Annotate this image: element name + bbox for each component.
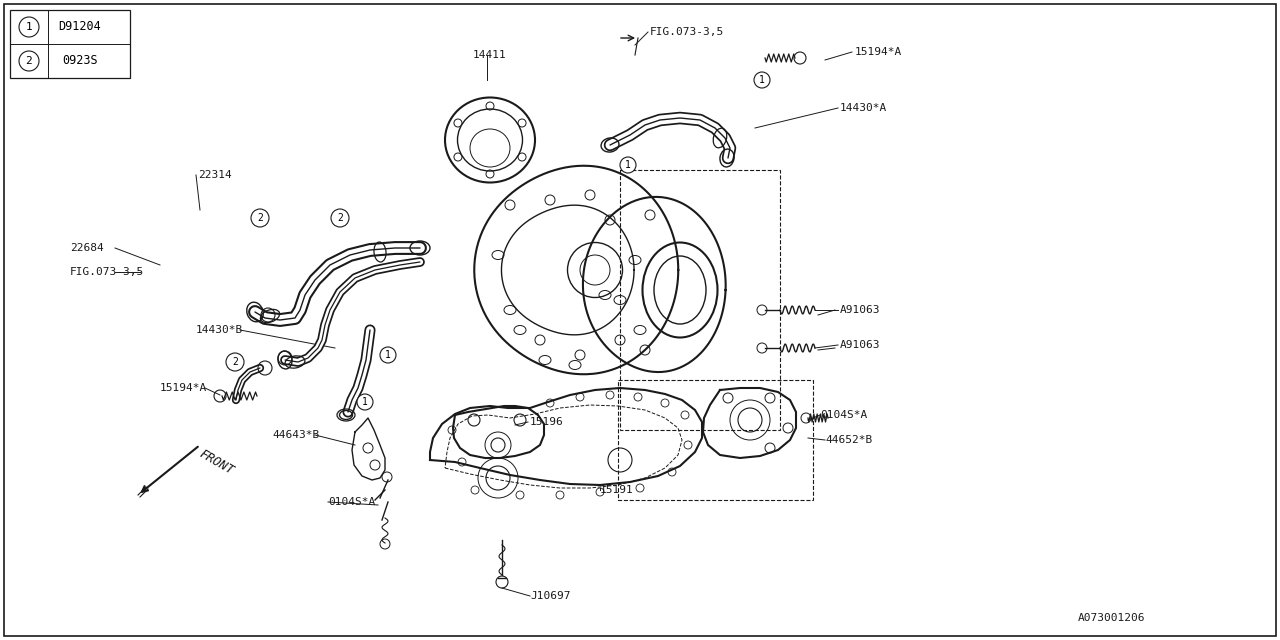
Text: 1: 1: [362, 397, 367, 407]
Text: FIG.073-3,5: FIG.073-3,5: [650, 27, 724, 37]
Circle shape: [754, 72, 771, 88]
Text: 1: 1: [625, 160, 631, 170]
Text: 15196: 15196: [530, 417, 563, 427]
Text: 15194*A: 15194*A: [855, 47, 902, 57]
Circle shape: [19, 17, 38, 37]
Text: 22314: 22314: [198, 170, 232, 180]
Circle shape: [19, 51, 38, 71]
Text: 1: 1: [26, 22, 32, 32]
Bar: [620, 170, 780, 430]
Text: 44643*B: 44643*B: [273, 430, 319, 440]
Circle shape: [357, 394, 372, 410]
Bar: [618, 380, 813, 500]
Text: 1: 1: [759, 75, 765, 85]
Text: 14411: 14411: [474, 50, 507, 60]
Circle shape: [380, 347, 396, 363]
Text: 2: 2: [232, 357, 238, 367]
Text: 14430*A: 14430*A: [840, 103, 887, 113]
Circle shape: [227, 353, 244, 371]
Text: 0104S*A: 0104S*A: [328, 497, 375, 507]
Text: A91063: A91063: [840, 305, 881, 315]
Text: 2: 2: [26, 56, 32, 66]
Circle shape: [251, 209, 269, 227]
Circle shape: [332, 209, 349, 227]
Text: A073001206: A073001206: [1078, 613, 1146, 623]
Text: D91204: D91204: [59, 20, 101, 33]
Circle shape: [620, 157, 636, 173]
Text: 2: 2: [337, 213, 343, 223]
Text: 14430*B: 14430*B: [196, 325, 243, 335]
Text: 0923S: 0923S: [63, 54, 97, 67]
Text: 1: 1: [385, 350, 390, 360]
Text: J10697: J10697: [530, 591, 571, 601]
Text: 22684: 22684: [70, 243, 104, 253]
Text: 15194*A: 15194*A: [160, 383, 207, 393]
Text: 44652*B: 44652*B: [826, 435, 872, 445]
Bar: [10, 10, 131, 78]
Text: FRONT: FRONT: [197, 447, 236, 477]
Text: A91063: A91063: [840, 340, 881, 350]
Text: FIG.073-3,5: FIG.073-3,5: [70, 267, 145, 277]
Text: 15191: 15191: [600, 485, 634, 495]
Text: 2: 2: [257, 213, 262, 223]
Text: 0104S*A: 0104S*A: [820, 410, 868, 420]
